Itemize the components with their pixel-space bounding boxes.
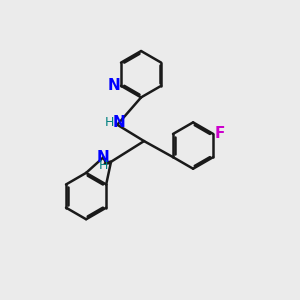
Text: N: N <box>112 115 125 130</box>
Text: H: H <box>99 159 109 172</box>
Text: N: N <box>108 78 121 93</box>
Text: F: F <box>214 127 225 142</box>
Text: N: N <box>97 150 110 165</box>
Text: H: H <box>104 116 114 129</box>
